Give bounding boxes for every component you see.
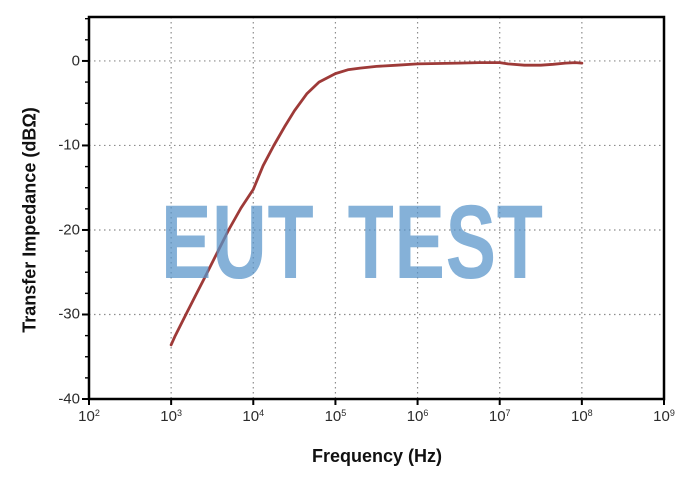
x-tick-label: 107 [488,408,511,425]
data-curve-transfer-impedance [169,61,584,347]
x-tick-label: 103 [160,408,182,425]
y-tick-label: 0 [71,52,80,70]
y-tick-label: -20 [58,221,80,239]
x-tick-label: 105 [324,408,347,425]
y-axis-title: Transfer Impedance (dBΩ) [19,107,40,333]
plot-border [87,15,666,401]
x-tick-label: 104 [242,408,265,425]
x-tick-label: 102 [78,408,100,425]
y-tick-label: -30 [58,305,80,323]
y-tick-label: -10 [58,136,80,154]
x-tick-label: 109 [653,408,675,425]
x-axis-title: Frequency (Hz) [311,446,443,466]
x-tick-label: 106 [406,408,429,425]
x-tick-label: 108 [570,408,593,425]
y-tick-label: -40 [58,390,80,408]
